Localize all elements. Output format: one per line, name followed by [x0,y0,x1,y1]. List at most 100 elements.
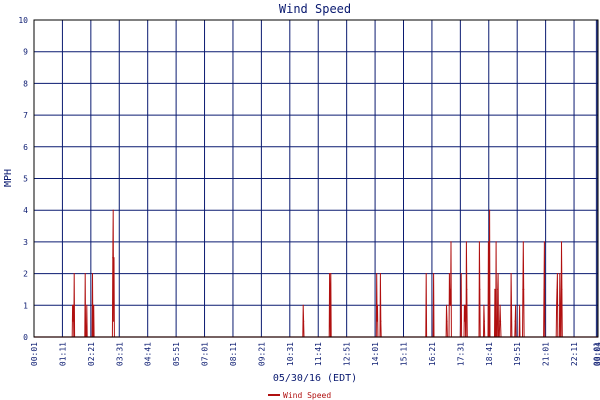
data-point [543,241,546,243]
data-point [302,304,304,306]
data-point [450,241,452,243]
y-axis-ticks: 0 1 2 3 4 5 6 7 8 9 10 [18,16,28,342]
x-tick-label: 00:01 [30,342,39,366]
data-point [93,304,95,306]
data-point [446,320,448,322]
data-point [329,304,331,306]
data-point [73,273,75,275]
data-point [556,288,558,290]
data-point [483,320,485,322]
data-point [445,304,448,306]
data-point [495,241,497,243]
data-point [72,304,74,306]
y-axis-label: MPH [3,169,14,187]
x-tick-label: 18:41 [485,342,494,366]
x-tick-label: 07:01 [201,342,210,366]
x-tick-label: 22:11 [570,342,579,366]
data-point [112,257,114,259]
data-point [86,304,88,306]
data-point [478,241,480,243]
data-point [497,273,499,275]
x-tick-label: 15:11 [400,342,409,366]
y-tick-label: 8 [23,79,28,88]
data-point [519,304,521,306]
data-point [113,320,115,322]
y-tick-label: 9 [23,48,28,57]
data-point [460,304,462,306]
data-point [556,304,558,306]
data-point [514,320,516,322]
data-point [515,304,517,306]
data-point [91,273,94,275]
data-point [449,288,451,290]
data-point [487,241,489,243]
y-tick-label: 0 [23,333,28,342]
x-tick-label: 11:41 [314,342,323,366]
data-point [483,304,485,306]
legend: Wind Speed [268,391,331,400]
x-tick-label: 04:41 [144,342,153,366]
y-tick-label: 3 [23,238,28,247]
data-point [494,288,496,290]
data-point [523,288,525,290]
data-point [303,320,305,322]
data-point [376,320,378,322]
data-point [450,304,452,306]
data-point [499,304,501,306]
x-tick-label: 08:11 [229,342,238,366]
data-point [425,273,427,275]
y-tick-label: 2 [23,270,28,279]
x-tick-label: 19:51 [513,342,522,366]
data-point [479,288,481,290]
data-point [448,273,450,275]
data-point [460,273,462,275]
y-tick-label: 6 [23,143,28,152]
data-point [376,273,378,275]
data-point [329,273,331,275]
data-point [112,209,114,211]
x-tick-label: 10:31 [286,342,295,366]
x-tick-label: 05:51 [172,342,181,366]
x-tick-label: 16:21 [428,342,437,366]
chart-title: Wind Speed [279,2,351,16]
y-tick-label: 1 [23,301,28,310]
data-point [433,273,435,275]
x-tick-label: 02:21 [87,342,96,366]
y-tick-label: 10 [18,16,28,25]
data-point [376,304,379,306]
data-point [510,273,512,275]
y-tick-label: 7 [23,111,28,120]
data-point [510,304,513,306]
data-point [560,241,563,243]
data-point [497,288,499,290]
data-point [465,241,467,243]
legend-label: Wind Speed [283,391,331,400]
x-tick-label: 17:31 [456,342,465,366]
data-point [464,320,466,322]
x-tick-label: 00:04 [594,342,600,366]
data-point [72,320,74,322]
x-tick-label: 14:01 [371,342,380,366]
x-tick-label: 01:11 [58,342,67,366]
data-point [84,273,86,275]
data-point [489,209,491,211]
data-point [559,304,561,306]
series-line-wind-speed [71,210,563,338]
data-point [556,273,559,275]
plot-frame [33,19,599,338]
data-point [522,241,524,243]
data-point [330,273,332,275]
data-point [561,288,563,290]
x-tick-label: 03:31 [115,342,124,366]
data-point [380,320,382,322]
x-tick-label: 21:01 [542,342,551,366]
x-axis-ticks: 00:01 01:11 02:21 03:31 04:41 05:51 07:01 08:11… [30,342,600,366]
data-point [466,288,468,290]
y-tick-label: 5 [23,175,28,184]
y-tick-label: 4 [23,206,28,215]
data-point [379,273,381,275]
data-point [113,257,115,259]
grid-lines [34,20,599,337]
